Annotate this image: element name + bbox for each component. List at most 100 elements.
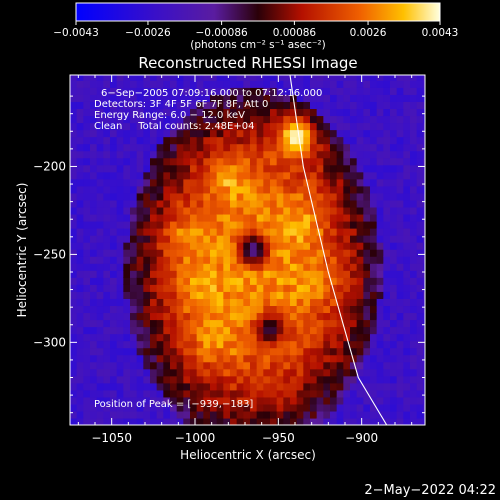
heatmap-cell (90, 94, 98, 102)
heatmap-cell (263, 213, 271, 222)
heatmap-cell (130, 108, 138, 117)
heatmap-cell (90, 403, 98, 412)
heatmap-cell (143, 375, 151, 384)
heatmap-cell (210, 94, 218, 102)
heatmap-cell (370, 157, 378, 166)
heatmap-cell (183, 361, 191, 370)
heatmap-cell (270, 115, 278, 124)
heatmap-cell (276, 108, 284, 117)
heatmap-cell (230, 263, 238, 271)
heatmap-cell (156, 305, 164, 314)
heatmap-cell (343, 270, 351, 278)
heatmap-cell (336, 263, 344, 271)
heatmap-cell (256, 312, 264, 321)
heatmap-cell (210, 389, 218, 398)
heatmap-cell (416, 150, 424, 159)
heatmap-cell (170, 178, 178, 187)
heatmap-cell (150, 242, 158, 250)
heatmap-cell (330, 143, 338, 152)
heatmap-cell (223, 242, 231, 250)
heatmap-cell (143, 129, 151, 138)
heatmap-cell (236, 340, 244, 349)
heatmap-cell (150, 101, 158, 110)
heatmap-cell (83, 277, 91, 285)
heatmap-cell (170, 164, 178, 173)
heatmap-cell (290, 150, 298, 159)
heatmap-cell (323, 87, 331, 95)
heatmap-cell (303, 368, 311, 377)
heatmap-cell (370, 263, 378, 271)
heatmap-cell (376, 319, 384, 328)
heatmap-cell (276, 284, 284, 292)
heatmap-cell (156, 143, 164, 152)
heatmap-cell (210, 291, 218, 299)
heatmap-cell (343, 410, 351, 419)
heatmap-cell (370, 143, 378, 152)
heatmap-cell (150, 228, 158, 236)
heatmap-cell (176, 150, 184, 159)
heatmap-cell (216, 150, 224, 159)
heatmap-cell (363, 87, 371, 95)
heatmap-cell (83, 256, 91, 264)
heatmap-cell (403, 80, 411, 88)
heatmap-cell (316, 171, 324, 180)
heatmap-cell (410, 326, 418, 335)
heatmap-cell (176, 171, 184, 180)
heatmap-cell (183, 129, 191, 138)
heatmap-cell (356, 361, 364, 370)
heatmap-cell (370, 298, 378, 307)
heatmap-cell (376, 220, 384, 229)
heatmap-cell (143, 410, 151, 419)
heatmap-cell (390, 94, 398, 102)
heatmap-cell (116, 347, 124, 356)
heatmap-cell (290, 298, 298, 307)
heatmap-cell (123, 94, 131, 102)
heatmap-cell (123, 185, 131, 194)
heatmap-cell (70, 396, 78, 405)
heatmap-cell (196, 410, 204, 419)
heatmap-cell (336, 213, 344, 222)
heatmap-cell (390, 115, 398, 124)
heatmap-cell (263, 326, 271, 335)
heatmap-cell (323, 270, 331, 278)
heatmap-cell (323, 333, 331, 342)
heatmap-cell (403, 129, 411, 138)
heatmap-cell (396, 319, 404, 328)
heatmap-cell (110, 291, 118, 299)
heatmap-cell (176, 284, 184, 292)
heatmap-cell (336, 277, 344, 285)
heatmap-cell (123, 75, 131, 81)
heatmap-cell (150, 396, 158, 405)
heatmap-cell (350, 199, 358, 208)
heatmap-cell (83, 122, 91, 131)
heatmap-cell (163, 220, 171, 229)
heatmap-cell (163, 396, 171, 405)
heatmap-cell (90, 157, 98, 166)
heatmap-cell (216, 101, 224, 110)
heatmap-cell (110, 277, 118, 285)
heatmap-cell (176, 235, 184, 243)
heatmap-cell (216, 361, 224, 370)
heatmap-cell (163, 319, 171, 328)
heatmap-cell (370, 213, 378, 222)
heatmap-cell (283, 326, 291, 335)
heatmap-cell (70, 375, 78, 384)
heatmap-cell (416, 122, 424, 131)
heatmap-cell (410, 319, 418, 328)
heatmap-cell (396, 235, 404, 243)
heatmap-cell (316, 368, 324, 377)
heatmap-cell (276, 340, 284, 349)
heatmap-cell (256, 87, 264, 95)
heatmap-cell (163, 206, 171, 215)
heatmap-cell (230, 396, 238, 405)
heatmap-cell (336, 87, 344, 95)
heatmap-cell (96, 326, 104, 335)
heatmap-cell (163, 326, 171, 335)
heatmap-cell (156, 361, 164, 370)
heatmap-cell (243, 199, 251, 208)
heatmap-cell (143, 101, 151, 110)
heatmap-cell (83, 115, 91, 124)
heatmap-cell (276, 122, 284, 131)
heatmap-cell (110, 143, 118, 152)
heatmap-cell (303, 305, 311, 314)
